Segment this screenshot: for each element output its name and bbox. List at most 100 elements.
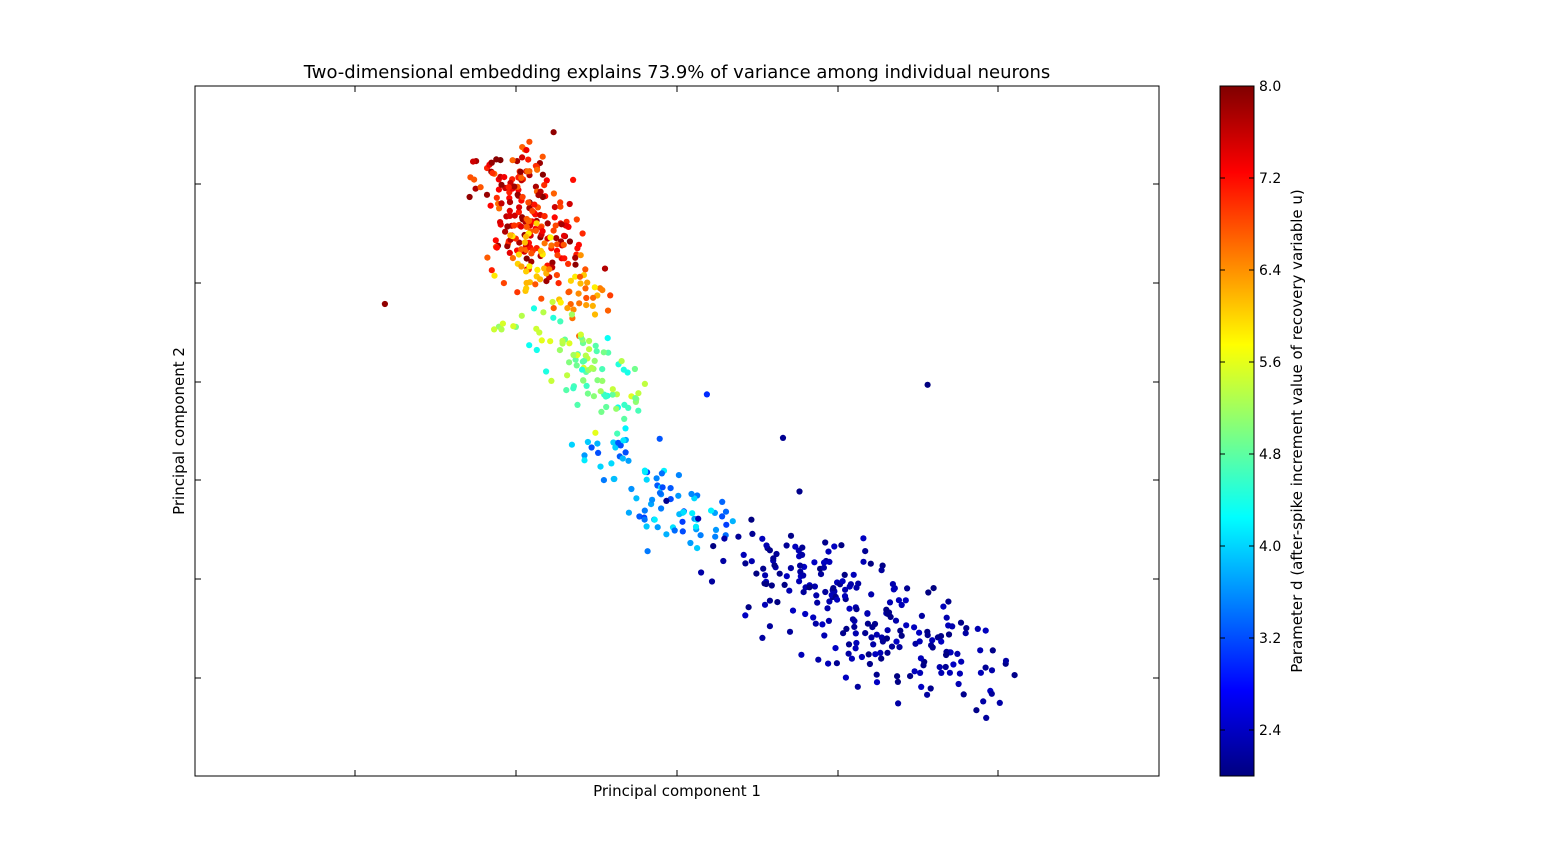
scatter-point: [523, 255, 530, 262]
scatter-point: [853, 584, 860, 591]
scatter-point: [599, 377, 606, 384]
scatter-point: [576, 273, 584, 280]
scatter-point: [918, 612, 926, 620]
scatter-point: [712, 526, 720, 534]
scatter-point: [776, 570, 783, 577]
scatter-point: [566, 238, 574, 245]
scatter-point: [632, 395, 639, 402]
scatter-point: [580, 377, 587, 384]
scatter-point: [924, 691, 931, 698]
scatter-point: [506, 212, 513, 219]
scatter-point: [625, 404, 632, 411]
scatter-point: [597, 463, 604, 470]
scatter-point: [526, 263, 533, 270]
scatter-point: [568, 311, 576, 318]
x-axis-label: Principal component 1: [593, 782, 761, 800]
scatter-point: [763, 542, 770, 549]
scatter-point: [525, 156, 532, 163]
scatter-point: [582, 352, 589, 359]
scatter-point: [592, 342, 599, 349]
scatter-point: [988, 690, 995, 697]
scatter-point: [532, 183, 540, 190]
scatter-point: [530, 305, 538, 312]
scatter-point: [600, 477, 608, 484]
scatter-point: [586, 337, 593, 345]
scatter-point: [671, 527, 678, 534]
scatter-point: [570, 385, 577, 392]
scatter-point: [907, 673, 914, 680]
scatter-point: [579, 358, 587, 365]
scatter-point: [607, 292, 614, 299]
scatter-point: [929, 644, 936, 651]
scatter-point: [884, 610, 891, 618]
scatter-point: [554, 252, 561, 259]
scatter-point: [506, 249, 513, 256]
scatter-point: [977, 669, 985, 676]
scatter-point: [766, 547, 774, 554]
scatter-point: [525, 218, 532, 225]
scatter-point: [557, 318, 564, 325]
scatter-point: [911, 624, 918, 631]
scatter-point: [800, 572, 807, 579]
scatter-point: [518, 246, 525, 253]
scatter-point: [551, 214, 558, 221]
scatter-point: [549, 298, 556, 306]
scatter-point: [792, 543, 799, 550]
scatter-points: [381, 129, 1018, 722]
scatter-point: [833, 660, 841, 667]
scatter-point: [878, 655, 885, 662]
scatter-point: [759, 535, 766, 542]
scatter-point: [581, 452, 588, 459]
scatter-point: [550, 129, 557, 136]
scatter-point: [854, 683, 861, 690]
scatter-point: [770, 555, 777, 562]
scatter-point: [802, 610, 809, 618]
scatter-point: [549, 259, 556, 266]
scatter-point: [656, 435, 663, 442]
scatter-point: [896, 644, 903, 651]
scatter-point: [567, 277, 575, 284]
scatter-point: [954, 650, 961, 658]
scatter-point: [498, 181, 505, 188]
scatter-point: [892, 617, 900, 624]
scatter-point: [898, 632, 905, 639]
scatter-point: [658, 505, 665, 512]
scatter-point: [902, 597, 909, 604]
scatter-point: [687, 539, 694, 547]
scatter-point: [496, 205, 503, 212]
scatter-point: [868, 591, 875, 598]
scatter-point: [502, 228, 509, 235]
scatter-point: [917, 669, 924, 677]
scatter-point: [904, 585, 911, 592]
scatter-point: [897, 627, 904, 634]
scatter-point: [889, 581, 897, 588]
scatter-point: [663, 531, 670, 538]
scatter-point: [946, 669, 954, 676]
scatter-point: [546, 266, 553, 273]
scatter-point: [540, 309, 547, 316]
scatter-point: [498, 326, 505, 333]
scatter-point: [826, 558, 833, 566]
scatter-point: [574, 401, 581, 408]
scatter-point: [570, 176, 577, 183]
scatter-point: [583, 382, 590, 389]
scatter-point: [523, 279, 530, 287]
scatter-point: [552, 222, 559, 229]
scatter-point: [977, 647, 984, 654]
scatter-point: [560, 241, 567, 248]
scatter-point: [544, 220, 551, 227]
scatter-point: [766, 597, 774, 604]
scatter-point: [950, 661, 957, 668]
scatter-point: [597, 388, 604, 395]
scatter-point: [930, 585, 937, 592]
scatter-point: [516, 239, 523, 246]
scatter-point: [584, 390, 592, 397]
scatter-point: [938, 638, 945, 645]
scatter-point: [500, 280, 507, 287]
scatter-point: [815, 656, 822, 663]
scatter-point: [643, 476, 650, 483]
scatter-point: [483, 191, 491, 198]
scatter-point: [555, 280, 562, 287]
scatter-point: [588, 364, 595, 371]
scatter-point: [593, 348, 600, 355]
